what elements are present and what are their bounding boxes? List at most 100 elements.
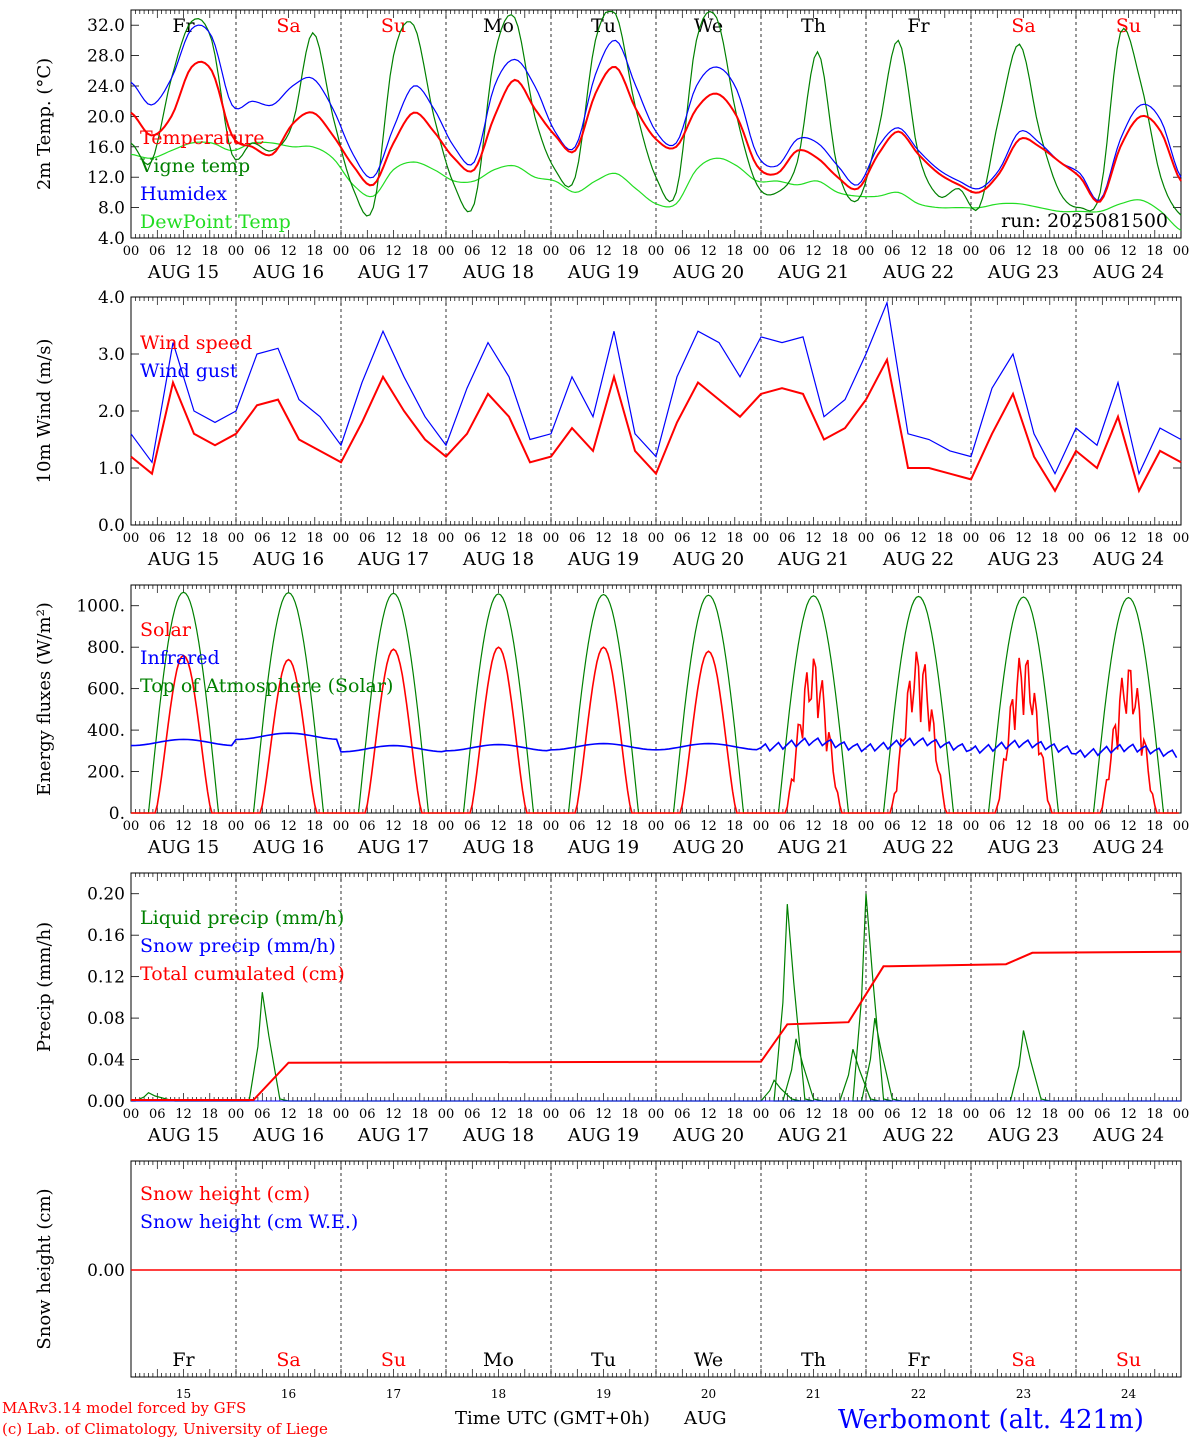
hour-tick-label: 12 xyxy=(490,244,507,259)
hour-tick-label: 12 xyxy=(595,819,612,834)
hour-tick-label: 00 xyxy=(1173,1107,1190,1122)
legend-entry: Snow height (cm W.E.) xyxy=(140,1211,358,1233)
date-label: AUG 20 xyxy=(672,1125,744,1146)
hour-tick-label: 12 xyxy=(805,531,822,546)
hour-tick-label: 18 xyxy=(1041,244,1058,259)
hour-tick-label: 12 xyxy=(700,819,717,834)
hour-tick-label: 00 xyxy=(1068,531,1085,546)
hour-tick-label: 12 xyxy=(1015,531,1032,546)
hour-tick-label: 00 xyxy=(858,1107,875,1122)
date-label: AUG 20 xyxy=(672,262,744,283)
weekday-label: Fr xyxy=(172,1349,195,1371)
y-tick-label: 1000. xyxy=(76,597,125,617)
hour-tick-label: 00 xyxy=(963,819,980,834)
date-label: AUG 18 xyxy=(462,549,534,570)
hour-tick-label: 06 xyxy=(149,244,166,259)
y-axis-label: Precip (mm/h) xyxy=(34,922,55,1052)
meteogram-chart: 00 06 12 18 AUG 15 00 06 12 18 AUG 16 00 06 12 18 AUG … xyxy=(0,0,1194,1440)
weekday-label: Su xyxy=(381,1349,406,1371)
hour-tick-label: 12 xyxy=(175,244,192,259)
day-number: 19 xyxy=(596,1387,611,1401)
date-label: AUG 22 xyxy=(882,262,954,283)
hour-tick-label: 00 xyxy=(123,1107,140,1122)
hour-tick-label: 18 xyxy=(936,531,953,546)
hour-tick-label: 00 xyxy=(1068,819,1085,834)
hour-tick-label: 18 xyxy=(831,1107,848,1122)
weekday-label: Fr xyxy=(907,15,930,37)
y-tick-label: 0.08 xyxy=(87,1009,125,1029)
y-tick-label: 3.0 xyxy=(98,345,125,365)
hour-tick-label: 06 xyxy=(1094,819,1111,834)
hour-tick-label: 18 xyxy=(306,531,323,546)
date-label: AUG 19 xyxy=(567,549,639,570)
hour-tick-label: 06 xyxy=(359,1107,376,1122)
date-label: AUG 21 xyxy=(777,262,849,283)
hour-tick-label: 18 xyxy=(516,1107,533,1122)
hour-tick-label: 06 xyxy=(1094,244,1111,259)
hour-tick-label: 18 xyxy=(1041,819,1058,834)
hour-tick-label: 12 xyxy=(280,1107,297,1122)
series-line-infrared xyxy=(131,733,1177,757)
date-label: AUG 15 xyxy=(147,1125,219,1146)
hour-tick-label: 18 xyxy=(1041,1107,1058,1122)
date-label: AUG 24 xyxy=(1092,837,1164,858)
day-number: 22 xyxy=(911,1387,926,1401)
hour-tick-label: 00 xyxy=(228,819,245,834)
hour-tick-label: 06 xyxy=(779,819,796,834)
date-label: AUG 18 xyxy=(462,262,534,283)
hour-tick-label: 12 xyxy=(385,1107,402,1122)
date-label: AUG 19 xyxy=(567,262,639,283)
hour-tick-label: 06 xyxy=(989,531,1006,546)
date-label: AUG 19 xyxy=(567,837,639,858)
hour-tick-label: 06 xyxy=(1094,1107,1111,1122)
series-line-toa-solar xyxy=(131,592,1179,813)
hour-tick-label: 06 xyxy=(884,244,901,259)
hour-tick-label: 06 xyxy=(149,1107,166,1122)
hour-tick-label: 12 xyxy=(175,819,192,834)
date-label: AUG 23 xyxy=(987,837,1059,858)
hour-tick-label: 00 xyxy=(228,244,245,259)
weekday-label: Th xyxy=(801,1349,826,1371)
date-label: AUG 23 xyxy=(987,1125,1059,1146)
hour-tick-label: 18 xyxy=(621,1107,638,1122)
hour-tick-label: 18 xyxy=(201,1107,218,1122)
hour-tick-label: 12 xyxy=(910,1107,927,1122)
y-tick-label: 8.0 xyxy=(98,199,125,219)
hour-tick-label: 12 xyxy=(385,244,402,259)
hour-tick-label: 06 xyxy=(674,819,691,834)
date-label: AUG 19 xyxy=(567,1125,639,1146)
legend-entry: Temperature xyxy=(140,127,264,149)
day-number: 17 xyxy=(386,1387,401,1401)
time-axis-label: Time UTC (GMT+0h) xyxy=(455,1408,650,1429)
hour-tick-label: 00 xyxy=(963,531,980,546)
hour-tick-label: 12 xyxy=(490,819,507,834)
day-number: 18 xyxy=(491,1387,506,1401)
hour-tick-label: 06 xyxy=(464,244,481,259)
hour-tick-label: 06 xyxy=(884,819,901,834)
hour-tick-label: 00 xyxy=(753,1107,770,1122)
hour-tick-label: 00 xyxy=(333,531,350,546)
hour-tick-label: 06 xyxy=(149,531,166,546)
hour-tick-label: 00 xyxy=(438,819,455,834)
hour-tick-label: 00 xyxy=(543,819,560,834)
hour-tick-label: 12 xyxy=(280,531,297,546)
hour-tick-label: 18 xyxy=(411,244,428,259)
hour-tick-label: 00 xyxy=(858,244,875,259)
hour-tick-label: 00 xyxy=(1173,531,1190,546)
date-label: AUG 18 xyxy=(462,1125,534,1146)
hour-tick-label: 00 xyxy=(228,1107,245,1122)
hour-tick-label: 06 xyxy=(674,531,691,546)
hour-tick-label: 18 xyxy=(411,819,428,834)
hour-tick-label: 06 xyxy=(464,531,481,546)
hour-tick-label: 06 xyxy=(884,531,901,546)
hour-tick-label: 12 xyxy=(385,531,402,546)
hour-tick-label: 06 xyxy=(254,531,271,546)
weekday-label: Th xyxy=(801,15,826,37)
hour-tick-label: 06 xyxy=(779,244,796,259)
hour-tick-label: 00 xyxy=(333,244,350,259)
date-label: AUG 16 xyxy=(252,837,324,858)
hour-tick-label: 12 xyxy=(280,819,297,834)
hour-tick-label: 18 xyxy=(516,244,533,259)
hour-tick-label: 12 xyxy=(1015,1107,1032,1122)
hour-tick-label: 18 xyxy=(306,819,323,834)
